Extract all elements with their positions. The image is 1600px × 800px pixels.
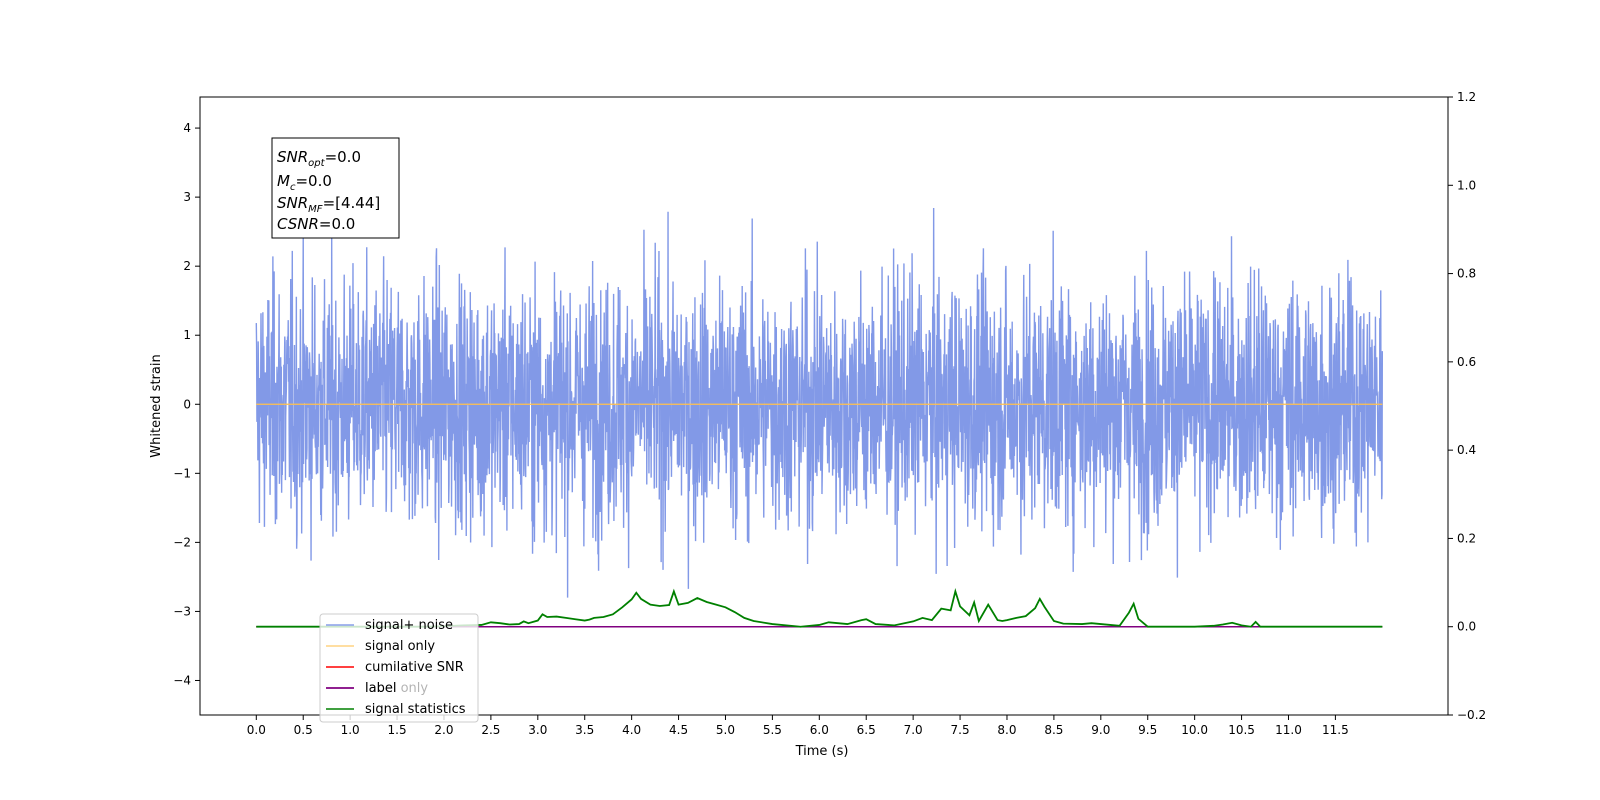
x-tick-label: 8.0	[997, 723, 1016, 737]
right-y-axis-ticks: −0.2 0.0 0.2 0.4 0.6 0.8 1.0 1.2	[1448, 90, 1486, 722]
legend-label: label only	[365, 681, 428, 696]
right-y-tick-label: 0.8	[1457, 267, 1476, 281]
signal-statistics-series	[256, 588, 1383, 628]
legend-label: cumilative SNR	[365, 660, 464, 675]
legend: signal+ noise signal only cumilative SNR la…	[319, 613, 479, 723]
x-tick-label: 4.5	[669, 723, 688, 737]
x-tick-label: 9.5	[1138, 723, 1157, 737]
y-tick-label: 2	[183, 259, 191, 273]
x-tick-label: 1.0	[341, 723, 360, 737]
x-tick-label: 10.5	[1228, 723, 1255, 737]
x-tick-label: 1.5	[388, 723, 407, 737]
annotation-snr-opt: SNRopt=0.0	[277, 148, 361, 169]
x-tick-label: 3.5	[575, 723, 594, 737]
x-tick-label: 0.5	[294, 723, 313, 737]
right-y-tick-label: 1.2	[1457, 90, 1476, 104]
right-y-tick-label: 0.2	[1457, 531, 1476, 545]
y-tick-label: −3	[173, 604, 191, 618]
right-y-tick-label: 0.6	[1457, 355, 1476, 369]
y-tick-label: −4	[173, 673, 191, 687]
x-tick-label: 11.5	[1322, 723, 1349, 737]
legend-label: label	[365, 681, 396, 696]
x-tick-label: 2.5	[481, 723, 500, 737]
signal-statistics-line	[256, 588, 1383, 628]
x-tick-label: 7.5	[951, 723, 970, 737]
y-tick-label: −2	[173, 535, 191, 549]
right-y-tick-label: −0.2	[1457, 708, 1486, 722]
x-tick-label: 2.0	[434, 723, 453, 737]
y-tick-label: 1	[183, 328, 191, 342]
x-tick-label: 10.0	[1181, 723, 1208, 737]
annotation-frame	[271, 137, 400, 239]
annotation-csnr: CSNR=0.0	[277, 215, 355, 233]
legend-frame	[319, 613, 479, 723]
x-tick-label: 7.0	[904, 723, 923, 737]
x-tick-label: 4.0	[622, 723, 641, 737]
x-tick-label: 6.5	[857, 723, 876, 737]
x-axis-label: Time (s)	[795, 744, 849, 759]
y-tick-label: 3	[183, 190, 191, 204]
legend-label: signal only	[365, 639, 435, 654]
annotation-snr-mf: SNRMF=[4.44]	[277, 194, 380, 215]
annotation-mc: Mc=0.0	[277, 172, 332, 193]
right-y-tick-label: 1.0	[1457, 178, 1476, 192]
x-tick-label: 6.0	[810, 723, 829, 737]
y-tick-label: 0	[183, 397, 191, 411]
x-tick-label: 9.0	[1091, 723, 1110, 737]
y-tick-label: −1	[173, 466, 191, 480]
legend-label: signal+ noise	[365, 618, 453, 633]
plot-frame	[199, 96, 1449, 716]
y-axis-label: Whitened strain	[149, 354, 164, 457]
x-tick-label: 8.5	[1044, 723, 1063, 737]
x-tick-label: 0.0	[247, 723, 266, 737]
right-y-tick-label: 0.0	[1457, 620, 1476, 634]
x-tick-label: 5.5	[763, 723, 782, 737]
annotation-box: SNRopt=0.0 Mc=0.0 SNRMF=[4.44] CSNR=0.0	[271, 137, 400, 239]
y-tick-label: 4	[183, 121, 191, 135]
y-axis-ticks: −4 −3 −2 −1 0 1 2 3 4	[173, 121, 200, 687]
legend-label: signal statistics	[365, 702, 466, 717]
x-tick-label: 11.0	[1275, 723, 1302, 737]
x-tick-label: 5.0	[716, 723, 735, 737]
right-y-tick-label: 0.4	[1457, 443, 1476, 457]
x-tick-label: 3.0	[528, 723, 547, 737]
x-axis-ticks: 0.0 0.5 1.0 1.5 2.0 2.5 3.0 3.5 4.0 4.5 5.0 5.5 6.0 6…	[247, 715, 1349, 737]
